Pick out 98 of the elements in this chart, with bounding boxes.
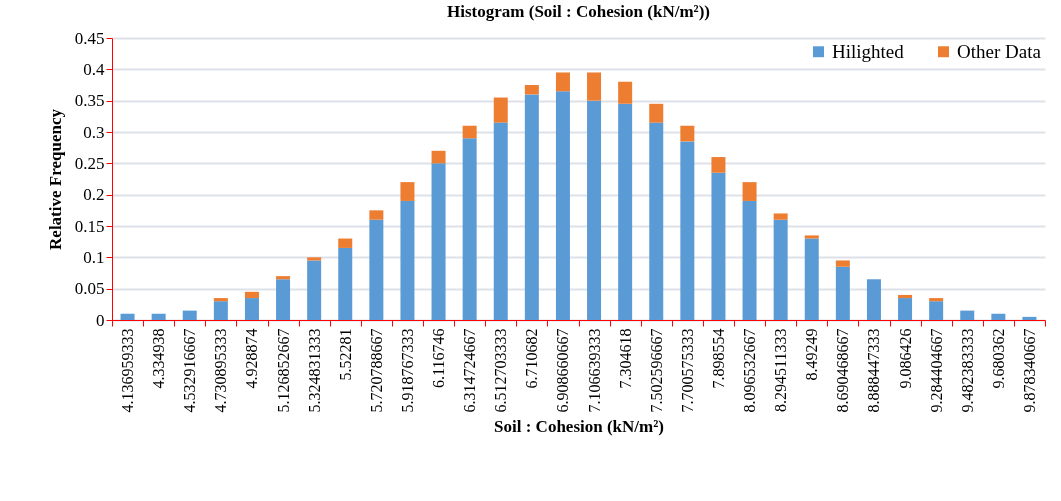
bar — [493, 122, 508, 320]
bar — [960, 310, 975, 320]
y-axis-title: Relative Frequency — [45, 108, 65, 250]
bar — [462, 125, 477, 139]
bar — [898, 298, 913, 320]
x-tick-label: 7.502596667 — [647, 328, 665, 413]
bar — [213, 301, 228, 320]
x-tick-label: 7.106639333 — [585, 328, 603, 413]
x-tick-label: 6.710682 — [523, 328, 541, 389]
bar — [742, 200, 757, 320]
y-tick-label: 0.15 — [74, 216, 105, 236]
bar — [929, 298, 944, 302]
legend-label: Other Data — [957, 40, 1042, 62]
bar — [866, 279, 881, 320]
bar — [587, 100, 602, 320]
bar — [649, 122, 664, 320]
bar — [1022, 316, 1037, 320]
y-tick-label: 0.3 — [83, 122, 105, 142]
x-tick-label: 8.49249 — [803, 328, 821, 381]
x-tick-label: 5.324831333 — [305, 328, 323, 413]
bar — [244, 298, 259, 320]
x-tick-label: 7.898554 — [709, 328, 727, 389]
bar — [618, 103, 633, 320]
bar — [555, 72, 570, 92]
bar — [400, 182, 415, 201]
y-tick-label: 0.45 — [74, 28, 105, 48]
y-tick-label: 0.1 — [83, 247, 105, 267]
x-tick-label: 5.52281 — [336, 328, 354, 381]
bar — [587, 72, 602, 101]
bar — [120, 313, 135, 320]
x-tick-label: 4.532916667 — [181, 328, 199, 413]
bar — [680, 125, 695, 142]
bar — [680, 141, 695, 320]
bar — [991, 313, 1006, 320]
y-tick-label: 0.35 — [74, 91, 105, 111]
y-tick-label: 0.2 — [83, 185, 105, 205]
bar — [213, 298, 228, 302]
bar — [338, 247, 353, 320]
bar — [462, 138, 477, 320]
x-tick-label: 6.314724667 — [461, 328, 479, 413]
bar — [835, 266, 850, 320]
x-tick-label: 9.284404667 — [927, 328, 945, 413]
bar — [711, 157, 726, 173]
bar — [649, 103, 664, 123]
bar — [338, 238, 353, 248]
x-tick-label: 8.096532667 — [741, 328, 759, 413]
x-tick-label: 4.334938 — [150, 328, 168, 389]
legend-label: Hilighted — [832, 40, 905, 62]
bar — [151, 313, 166, 320]
x-tick-label: 5.126852667 — [274, 328, 292, 413]
bar — [711, 172, 726, 320]
bar — [307, 257, 322, 261]
bar — [929, 301, 944, 320]
bar — [524, 94, 539, 320]
bar — [804, 238, 819, 320]
x-tick-label: 4.730895333 — [212, 328, 230, 413]
bar — [493, 97, 508, 123]
x-tick-label: 5.918767333 — [398, 328, 416, 413]
x-tick-label: 8.888447333 — [865, 328, 883, 413]
bar — [182, 310, 197, 320]
x-tick-label: 6.116746 — [430, 328, 448, 388]
bar — [742, 182, 757, 201]
x-tick-label: 9.086426 — [896, 328, 914, 389]
bar — [244, 291, 259, 299]
x-tick-label: 6.908660667 — [554, 328, 572, 413]
x-tick-label: 6.512703333 — [492, 328, 510, 413]
x-tick-label: 9.680362 — [989, 328, 1007, 389]
x-tick-label: 7.700575333 — [678, 328, 696, 413]
bar — [307, 260, 322, 320]
bar — [618, 81, 633, 104]
bar — [524, 85, 539, 95]
bar — [555, 91, 570, 320]
x-tick-label: 8.690468667 — [834, 328, 852, 413]
x-tick-label: 9.482383333 — [958, 328, 976, 413]
bar — [400, 200, 415, 320]
bar — [276, 276, 291, 280]
bar — [431, 150, 446, 164]
bar — [369, 210, 384, 220]
y-tick-label: 0.25 — [74, 153, 105, 173]
bar — [773, 219, 788, 320]
y-tick-label: 0 — [96, 310, 105, 330]
bar — [804, 235, 819, 239]
bar — [835, 260, 850, 267]
y-tick-label: 0.05 — [74, 279, 105, 299]
bar — [773, 213, 788, 220]
bar — [369, 219, 384, 320]
bar — [431, 163, 446, 320]
x-tick-label: 5.720788667 — [367, 328, 385, 413]
x-tick-label: 4.136959333 — [119, 328, 137, 413]
bar — [898, 294, 913, 299]
chart-title: Histogram (Soil : Cohesion (kN/m²)) — [447, 2, 710, 21]
x-tick-label: 4.928874 — [243, 328, 261, 389]
x-tick-label: 8.294511333 — [772, 328, 790, 412]
x-tick-label: 7.304618 — [616, 328, 634, 389]
y-tick-label: 0.4 — [83, 59, 105, 79]
bar — [276, 279, 291, 320]
x-tick-label: 9.878340667 — [1020, 328, 1038, 413]
x-axis-title: Soil : Cohesion (kN/m²) — [494, 416, 664, 436]
